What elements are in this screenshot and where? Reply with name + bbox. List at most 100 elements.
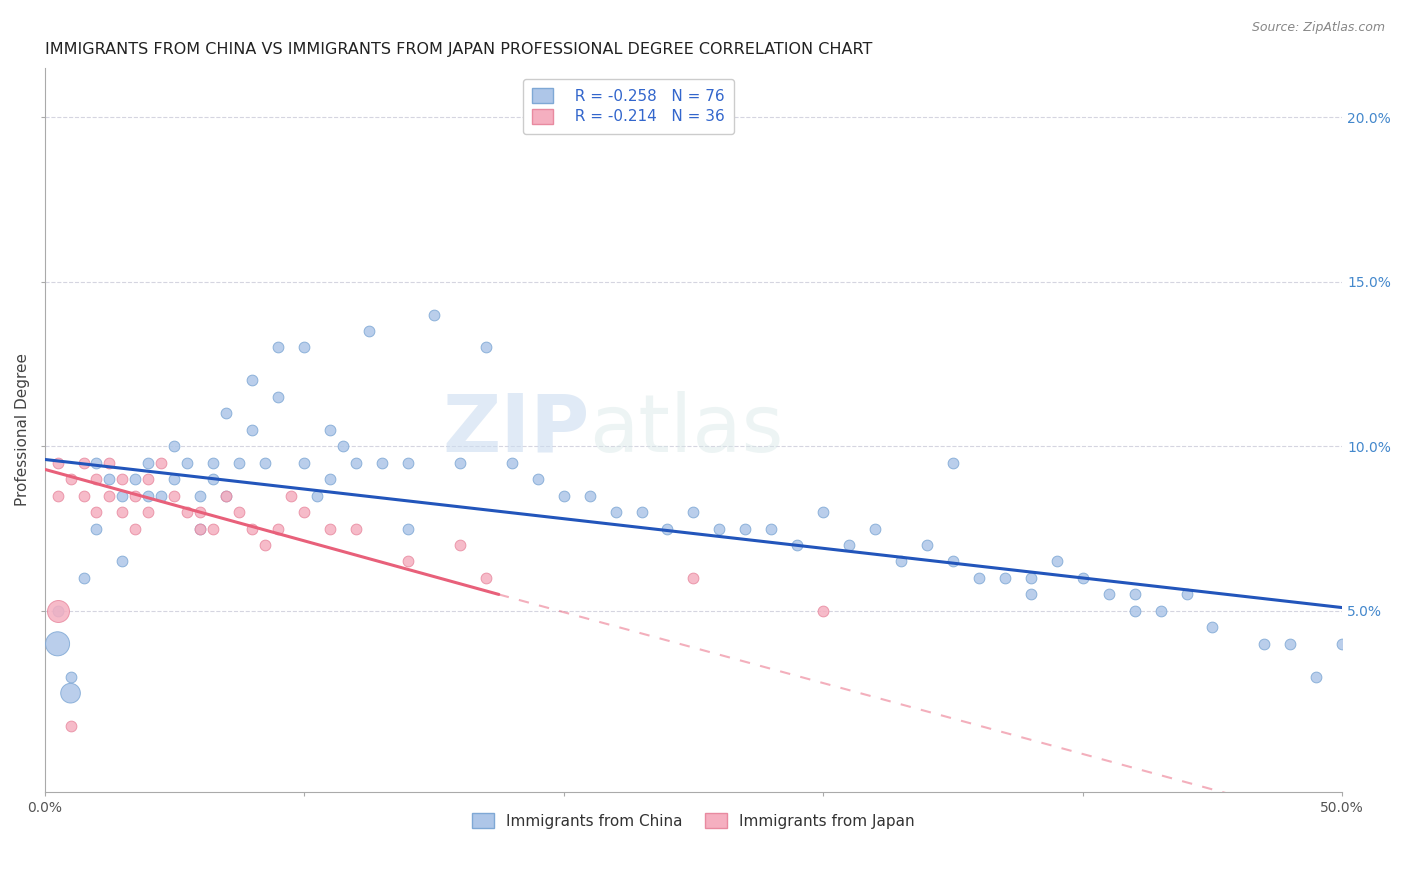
Text: IMMIGRANTS FROM CHINA VS IMMIGRANTS FROM JAPAN PROFESSIONAL DEGREE CORRELATION C: IMMIGRANTS FROM CHINA VS IMMIGRANTS FROM…	[45, 42, 872, 57]
Point	[761, 522, 783, 536]
Point	[1253, 637, 1275, 651]
Point	[59, 719, 82, 733]
Point	[396, 456, 419, 470]
Point	[292, 341, 315, 355]
Point	[215, 406, 238, 420]
Point	[838, 538, 860, 552]
Point	[319, 423, 342, 437]
Point	[86, 472, 108, 486]
Point	[202, 472, 225, 486]
Point	[890, 554, 912, 568]
Point	[111, 472, 134, 486]
Point	[292, 505, 315, 519]
Point	[254, 538, 277, 552]
Text: ZIP: ZIP	[443, 391, 589, 469]
Text: atlas: atlas	[589, 391, 785, 469]
Point	[86, 456, 108, 470]
Point	[396, 522, 419, 536]
Point	[138, 489, 160, 503]
Point	[163, 439, 186, 453]
Point	[344, 456, 367, 470]
Point	[280, 489, 302, 503]
Point	[332, 439, 354, 453]
Point	[319, 522, 342, 536]
Point	[267, 341, 290, 355]
Point	[72, 489, 94, 503]
Point	[111, 505, 134, 519]
Point	[1279, 637, 1302, 651]
Point	[526, 472, 548, 486]
Point	[98, 456, 121, 470]
Point	[138, 505, 160, 519]
Point	[553, 489, 575, 503]
Point	[1175, 587, 1198, 601]
Point	[240, 423, 263, 437]
Point	[709, 522, 731, 536]
Point	[1071, 571, 1094, 585]
Point	[138, 472, 160, 486]
Point	[449, 456, 471, 470]
Point	[863, 522, 886, 536]
Point	[254, 456, 277, 470]
Point	[188, 505, 211, 519]
Point	[202, 522, 225, 536]
Point	[1019, 571, 1042, 585]
Point	[786, 538, 808, 552]
Point	[202, 456, 225, 470]
Point	[1331, 637, 1354, 651]
Point	[46, 604, 69, 618]
Point	[475, 341, 498, 355]
Point	[215, 489, 238, 503]
Point	[657, 522, 679, 536]
Point	[188, 522, 211, 536]
Point	[46, 604, 69, 618]
Y-axis label: Professional Degree: Professional Degree	[15, 353, 30, 507]
Point	[111, 554, 134, 568]
Point	[811, 505, 834, 519]
Legend: Immigrants from China, Immigrants from Japan: Immigrants from China, Immigrants from J…	[467, 807, 921, 835]
Point	[357, 324, 380, 338]
Point	[475, 571, 498, 585]
Point	[150, 489, 173, 503]
Point	[124, 472, 146, 486]
Point	[1098, 587, 1121, 601]
Point	[942, 554, 965, 568]
Point	[124, 522, 146, 536]
Point	[423, 308, 446, 322]
Point	[319, 472, 342, 486]
Point	[59, 686, 82, 700]
Point	[59, 670, 82, 684]
Point	[98, 489, 121, 503]
Point	[396, 554, 419, 568]
Point	[1123, 587, 1146, 601]
Point	[682, 571, 704, 585]
Text: Source: ZipAtlas.com: Source: ZipAtlas.com	[1251, 21, 1385, 34]
Point	[111, 489, 134, 503]
Point	[1046, 554, 1069, 568]
Point	[605, 505, 627, 519]
Point	[1149, 604, 1171, 618]
Point	[176, 456, 198, 470]
Point	[59, 472, 82, 486]
Point	[630, 505, 652, 519]
Point	[138, 456, 160, 470]
Point	[994, 571, 1017, 585]
Point	[307, 489, 329, 503]
Point	[46, 637, 69, 651]
Point	[228, 456, 250, 470]
Point	[578, 489, 600, 503]
Point	[1201, 620, 1223, 634]
Point	[163, 472, 186, 486]
Point	[734, 522, 756, 536]
Point	[915, 538, 938, 552]
Point	[163, 489, 186, 503]
Point	[240, 373, 263, 387]
Point	[98, 472, 121, 486]
Point	[371, 456, 394, 470]
Point	[1123, 604, 1146, 618]
Point	[86, 522, 108, 536]
Point	[124, 489, 146, 503]
Point	[344, 522, 367, 536]
Point	[682, 505, 704, 519]
Point	[967, 571, 990, 585]
